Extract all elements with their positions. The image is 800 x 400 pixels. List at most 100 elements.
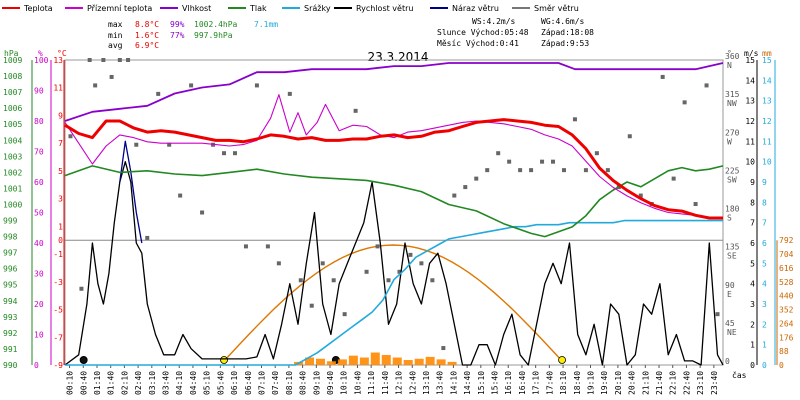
stats-max-rain: 7.1mm [254, 20, 278, 29]
direction-point-41 [496, 151, 501, 156]
rain-rate-tick-8: 88 [779, 347, 789, 356]
x-tick-29: 14:40 [463, 371, 472, 395]
pressure-tick-13: 996 [3, 265, 18, 274]
direction-tick-4: 180 [725, 205, 740, 214]
direction-point-2 [87, 58, 92, 62]
direction-point-36 [441, 346, 446, 351]
temperature-tick-5: 3 [58, 195, 63, 204]
direction-point-32 [397, 269, 402, 274]
x-tick-47: 23:40 [710, 371, 719, 395]
info-sun-rise: Slunce Východ:05:48 [437, 28, 529, 37]
info-ws: WS:4.2m/s [472, 17, 516, 26]
rain-rate-bar-6 [359, 357, 369, 365]
wind-tick-9: 6 [750, 239, 755, 248]
pressure-tick-5: 1004 [3, 136, 22, 145]
direction-point-0 [68, 134, 73, 139]
legend-label-4: Srážky [304, 4, 331, 13]
rain-rate-bar-7 [370, 352, 380, 365]
wind-tick-10: 5 [750, 259, 755, 268]
plot-frame [64, 59, 724, 366]
humidity-tick-10: 0 [34, 361, 39, 370]
direction-point-48 [572, 117, 577, 122]
legend-label-2: Vlhkost [182, 4, 211, 13]
direction-tick-6: 90 [725, 281, 735, 290]
x-tick-20: 10:10 [340, 371, 349, 395]
stats-avg-temp: 6.9°C [135, 41, 159, 50]
pressure-tick-1: 1008 [3, 72, 22, 81]
x-tick-39: 19:40 [600, 371, 609, 395]
info-wg: WG:4.6m/s [541, 17, 585, 26]
x-tick-10: 05:10 [203, 371, 212, 395]
direction-point-59 [693, 202, 698, 207]
rain-mm-tick-6: 9 [762, 178, 767, 187]
direction-label-2: W [727, 137, 732, 146]
sunrise-marker [220, 356, 228, 364]
rain-rate-tick-7: 176 [779, 333, 794, 342]
wind-tick-13: 2 [750, 320, 755, 329]
info-moon-rise: Měsíc Východ:0:41 [437, 39, 519, 48]
direction-point-49 [583, 168, 588, 173]
direction-point-57 [671, 176, 676, 181]
direction-point-14 [200, 210, 205, 215]
x-tick-4: 02:10 [120, 371, 129, 395]
direction-point-24 [309, 303, 314, 308]
direction-point-9 [145, 235, 150, 240]
direction-point-8 [134, 142, 139, 147]
direction-point-22 [287, 91, 292, 96]
direction-point-5 [109, 74, 114, 79]
wind-tick-15: 0 [750, 361, 755, 370]
x-tick-43: 21:40 [655, 371, 664, 395]
direction-point-60 [704, 83, 709, 88]
humidity-tick-0: 100 [34, 56, 49, 65]
humidity-tick-6: 40 [34, 239, 44, 248]
temperature-tick-12: -9 [53, 361, 63, 370]
x-tick-44: 22:10 [669, 371, 678, 395]
x-tick-22: 11:10 [367, 371, 376, 395]
direction-point-34 [419, 261, 424, 266]
direction-point-54 [638, 193, 643, 198]
pressure-line [64, 165, 724, 238]
wind-tick-11: 4 [750, 280, 755, 289]
axis-unit-hpa: hPa [4, 49, 19, 58]
humidity-line [64, 62, 724, 122]
legend-label-0: Teplota [23, 4, 53, 13]
axis-unit-deg: °C [57, 49, 67, 58]
stats-block: max 8.8°C 99% 1002.4hPa 7.1mm min 1.6°C … [108, 20, 278, 50]
x-tick-27: 13:40 [436, 371, 445, 395]
temperature-tick-9: -3 [53, 278, 63, 287]
rain-rate-tick-9: 0 [779, 361, 784, 370]
rain-mm-tick-1: 14 [762, 76, 772, 85]
pressure-tick-19: 990 [3, 361, 18, 370]
pressure-tick-8: 1001 [3, 184, 22, 193]
rain-rate-bar-12 [425, 356, 435, 365]
wind-tick-8: 7 [750, 219, 755, 228]
rain-mm-tick-5: 10 [762, 158, 772, 167]
direction-point-17 [232, 151, 237, 156]
x-tick-11: 05:40 [216, 371, 225, 395]
x-tick-13: 06:40 [244, 371, 253, 395]
axis-unit-mm: mm [762, 49, 772, 58]
direction-point-51 [605, 168, 610, 173]
rain-mm-tick-10: 5 [762, 259, 767, 268]
humidity-tick-5: 50 [34, 209, 44, 218]
rain-rate-bar-11 [414, 358, 424, 365]
pressure-tick-15: 994 [3, 297, 18, 306]
direction-point-6 [117, 58, 122, 62]
stats-max-label: max [108, 20, 123, 29]
direction-tick-5: 135 [725, 243, 740, 252]
x-tick-18: 09:10 [312, 371, 321, 395]
stats-min-press: 997.9hPa [194, 31, 233, 40]
x-tick-15: 07:40 [271, 371, 280, 395]
x-tick-2: 01:10 [93, 371, 102, 395]
pressure-tick-9: 1000 [3, 200, 22, 209]
x-tick-37: 18:40 [573, 371, 582, 395]
stats-max-hum: 99% [170, 20, 185, 29]
direction-point-10 [156, 91, 161, 96]
legend-label-3: Tlak [249, 4, 267, 13]
plot-border [64, 59, 724, 366]
x-tick-35: 17:40 [545, 371, 554, 395]
x-tick-46: 23:10 [696, 371, 705, 395]
direction-tick-7: 45 [725, 319, 735, 328]
rain-rate-bar-3 [326, 361, 336, 365]
stats-min-label: min [108, 31, 123, 40]
